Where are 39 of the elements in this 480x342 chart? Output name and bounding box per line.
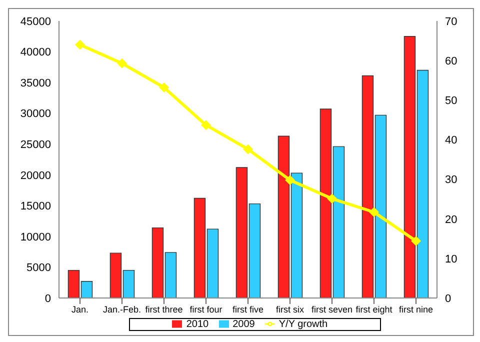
y-tick-label: 0 — [44, 292, 51, 305]
x-tick-label: first eight — [356, 304, 393, 314]
point — [117, 58, 127, 68]
x-tick-label: first five — [232, 304, 264, 314]
y-tick-label: 5000 — [26, 262, 51, 274]
x-tick-label: Jan.-Feb. — [102, 304, 142, 314]
y-tick-label: 25000 — [20, 139, 51, 152]
point — [327, 194, 337, 204]
x-tick-label: first four — [190, 304, 222, 314]
legend-label: Y/Y growth — [278, 319, 328, 330]
point — [369, 207, 379, 218]
x-tick-label: first seven — [311, 304, 353, 314]
y2-tick-label: 60 — [445, 55, 458, 68]
point — [411, 236, 421, 246]
x-tick-label: Jan. — [71, 304, 89, 314]
y-tick-label: 40000 — [20, 46, 51, 59]
legend-label: 2010 — [186, 319, 209, 330]
y2-tick-label: 20 — [445, 214, 458, 226]
point — [75, 40, 85, 50]
x-tick-label: first six — [276, 304, 304, 314]
y2-tick-label: 30 — [445, 174, 458, 186]
x-tick-label: first three — [145, 304, 183, 314]
x-tick-label: first nine — [398, 304, 434, 314]
point — [243, 144, 253, 154]
y-tick-label: 35000 — [20, 77, 51, 90]
y-tick-label: 30000 — [20, 108, 51, 120]
legend-label: 2009 — [232, 319, 255, 330]
y-tick-label: 45000 — [20, 16, 51, 28]
point — [201, 120, 211, 130]
y2-tick-label: 40 — [445, 134, 458, 147]
y2-tick-label: 0 — [445, 292, 452, 305]
point — [159, 82, 169, 92]
y-tick-label: 20000 — [20, 170, 51, 182]
y2-tick-label: 10 — [445, 253, 458, 266]
y-tick-label: 10000 — [20, 231, 51, 244]
point — [285, 175, 295, 186]
y-tick-label: 15000 — [20, 200, 51, 213]
y2-tick-label: 70 — [445, 16, 458, 28]
y2-tick-label: 50 — [445, 95, 458, 108]
